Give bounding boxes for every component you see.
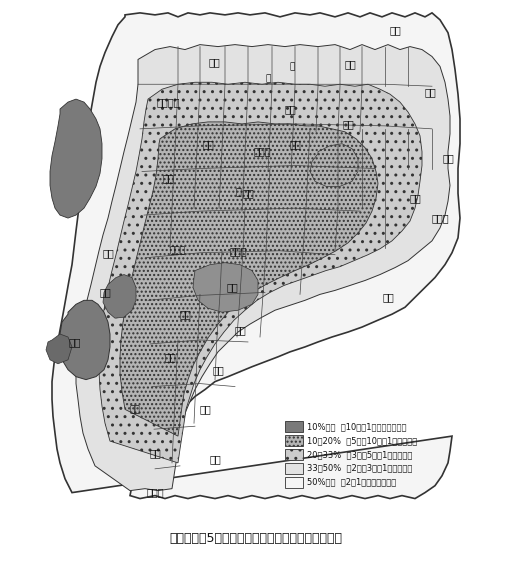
- Text: 苫小牧: 苫小牧: [146, 488, 164, 497]
- Text: 月形: 月形: [162, 174, 174, 183]
- Polygon shape: [310, 144, 358, 187]
- Text: 秩: 秩: [289, 62, 295, 71]
- Text: 図３．６月5日に播種した大豆が初霜害に遭う確率: 図３．６月5日に播種した大豆が初霜害に遭う確率: [169, 532, 343, 545]
- Text: 20〜33%  （3年〜5年に1回の確率）: 20〜33% （3年〜5年に1回の確率）: [307, 450, 412, 459]
- Text: 長沼: 長沼: [164, 352, 176, 362]
- Polygon shape: [52, 13, 460, 498]
- Text: 早来: 早来: [209, 454, 221, 464]
- Text: 北: 北: [235, 186, 241, 196]
- Bar: [285, 463, 303, 474]
- Polygon shape: [99, 82, 422, 463]
- Text: 10%以下  （10年に1回以下の確率）: 10%以下 （10年に1回以下の確率）: [307, 422, 407, 431]
- Bar: [285, 422, 303, 432]
- Text: 美唄: 美唄: [242, 188, 254, 198]
- Text: 10〜20%  （5年〜10年に1回の確率）: 10〜20% （5年〜10年に1回の確率）: [307, 436, 417, 445]
- Text: 札幌: 札幌: [69, 337, 81, 347]
- Text: 砂川: 砂川: [289, 139, 301, 149]
- Text: 上富: 上富: [442, 153, 454, 164]
- Polygon shape: [120, 122, 378, 436]
- Text: 江別: 江別: [99, 287, 111, 297]
- Text: 栗沢: 栗沢: [226, 283, 238, 292]
- Bar: [285, 449, 303, 460]
- Text: 夕張: 夕張: [382, 292, 394, 302]
- Text: 奈井江: 奈井江: [253, 147, 271, 157]
- Text: 雨竜: 雨竜: [208, 57, 220, 67]
- Text: 50%以上  （2年1回以上の確率）: 50%以上 （2年1回以上の確率）: [307, 478, 396, 487]
- Text: 33〜50%  （2年〜3年に1回の確率）: 33〜50% （2年〜3年に1回の確率）: [307, 464, 412, 473]
- Text: 深川: 深川: [344, 60, 356, 70]
- Polygon shape: [50, 99, 102, 218]
- Text: 栗山: 栗山: [234, 325, 246, 335]
- Text: 和寒: 和寒: [389, 25, 401, 35]
- Bar: [285, 435, 303, 446]
- Polygon shape: [193, 262, 258, 312]
- Polygon shape: [76, 44, 450, 491]
- Text: 由仁: 由仁: [212, 365, 224, 375]
- Text: 芦別: 芦別: [409, 193, 421, 203]
- Text: 千歳: 千歳: [149, 448, 161, 458]
- Text: 当別: 当別: [102, 248, 114, 258]
- Polygon shape: [60, 300, 110, 379]
- Text: 絵: 絵: [265, 75, 271, 84]
- Text: 赤平: 赤平: [342, 119, 354, 129]
- Text: 新十津川: 新十津川: [156, 97, 180, 107]
- Text: 追分: 追分: [199, 404, 211, 414]
- Text: 旭川: 旭川: [424, 87, 436, 97]
- Text: 滝川: 滝川: [284, 104, 296, 114]
- Polygon shape: [103, 275, 136, 318]
- Bar: [285, 477, 303, 488]
- Text: 新篠津: 新篠津: [170, 246, 186, 255]
- Text: 奈良野: 奈良野: [431, 213, 449, 223]
- Text: 恵庭: 恵庭: [130, 405, 140, 414]
- Text: 浦臼: 浦臼: [202, 139, 214, 149]
- Text: 岩見沢: 岩見沢: [229, 246, 247, 256]
- Polygon shape: [46, 334, 72, 364]
- Text: 南幌: 南幌: [179, 309, 191, 319]
